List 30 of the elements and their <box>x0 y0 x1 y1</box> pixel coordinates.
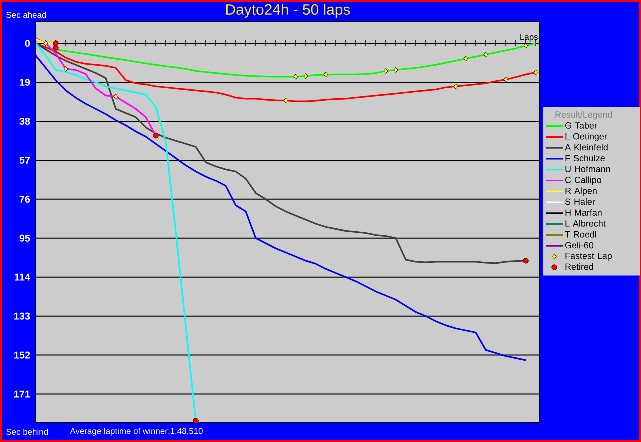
legend-label: R Alpen <box>566 188 597 196</box>
y-tick-label: 152 <box>14 352 30 359</box>
y-tick-label: 0 <box>25 40 30 48</box>
y-tick-label: 38 <box>20 118 30 126</box>
legend-label: T Roedl <box>565 231 596 238</box>
legend-label: Retired <box>566 264 594 270</box>
legend-label: Geli-60 <box>565 242 594 249</box>
text: Average laptime of winner:1:48.510 <box>70 428 203 436</box>
legend-label: Fastest Lap <box>566 252 612 262</box>
legend-label: S Haler <box>565 198 596 206</box>
legend-label: L Oetinger <box>566 133 608 142</box>
legend-title: Result/Legend <box>556 111 612 120</box>
y-tick-label: 171 <box>14 390 30 398</box>
legend-label: U Hofmann <box>566 166 610 172</box>
legend-label: H Marfan <box>566 209 602 216</box>
y-tick-label: 76 <box>20 196 30 203</box>
text: Sec ahead <box>6 12 46 18</box>
legend-label: L Albrecht <box>566 220 606 227</box>
y-tick-label: 57 <box>20 156 30 164</box>
legend-label: G Taber <box>565 122 598 129</box>
x-axis-title: Laps <box>520 34 538 42</box>
y-tick-label: 133 <box>14 312 30 320</box>
chart-title: Dayto24h - 50 laps <box>226 4 350 18</box>
legend-label: A Kleinfeld <box>565 144 608 151</box>
text: Sec behind <box>6 428 48 436</box>
legend-label: F Schulze <box>566 154 606 162</box>
y-tick-label: 114 <box>15 274 30 281</box>
y-tick-label: 95 <box>20 234 30 242</box>
y-tick-label: 19 <box>20 78 30 86</box>
legend-label: C Callipo <box>565 176 602 186</box>
